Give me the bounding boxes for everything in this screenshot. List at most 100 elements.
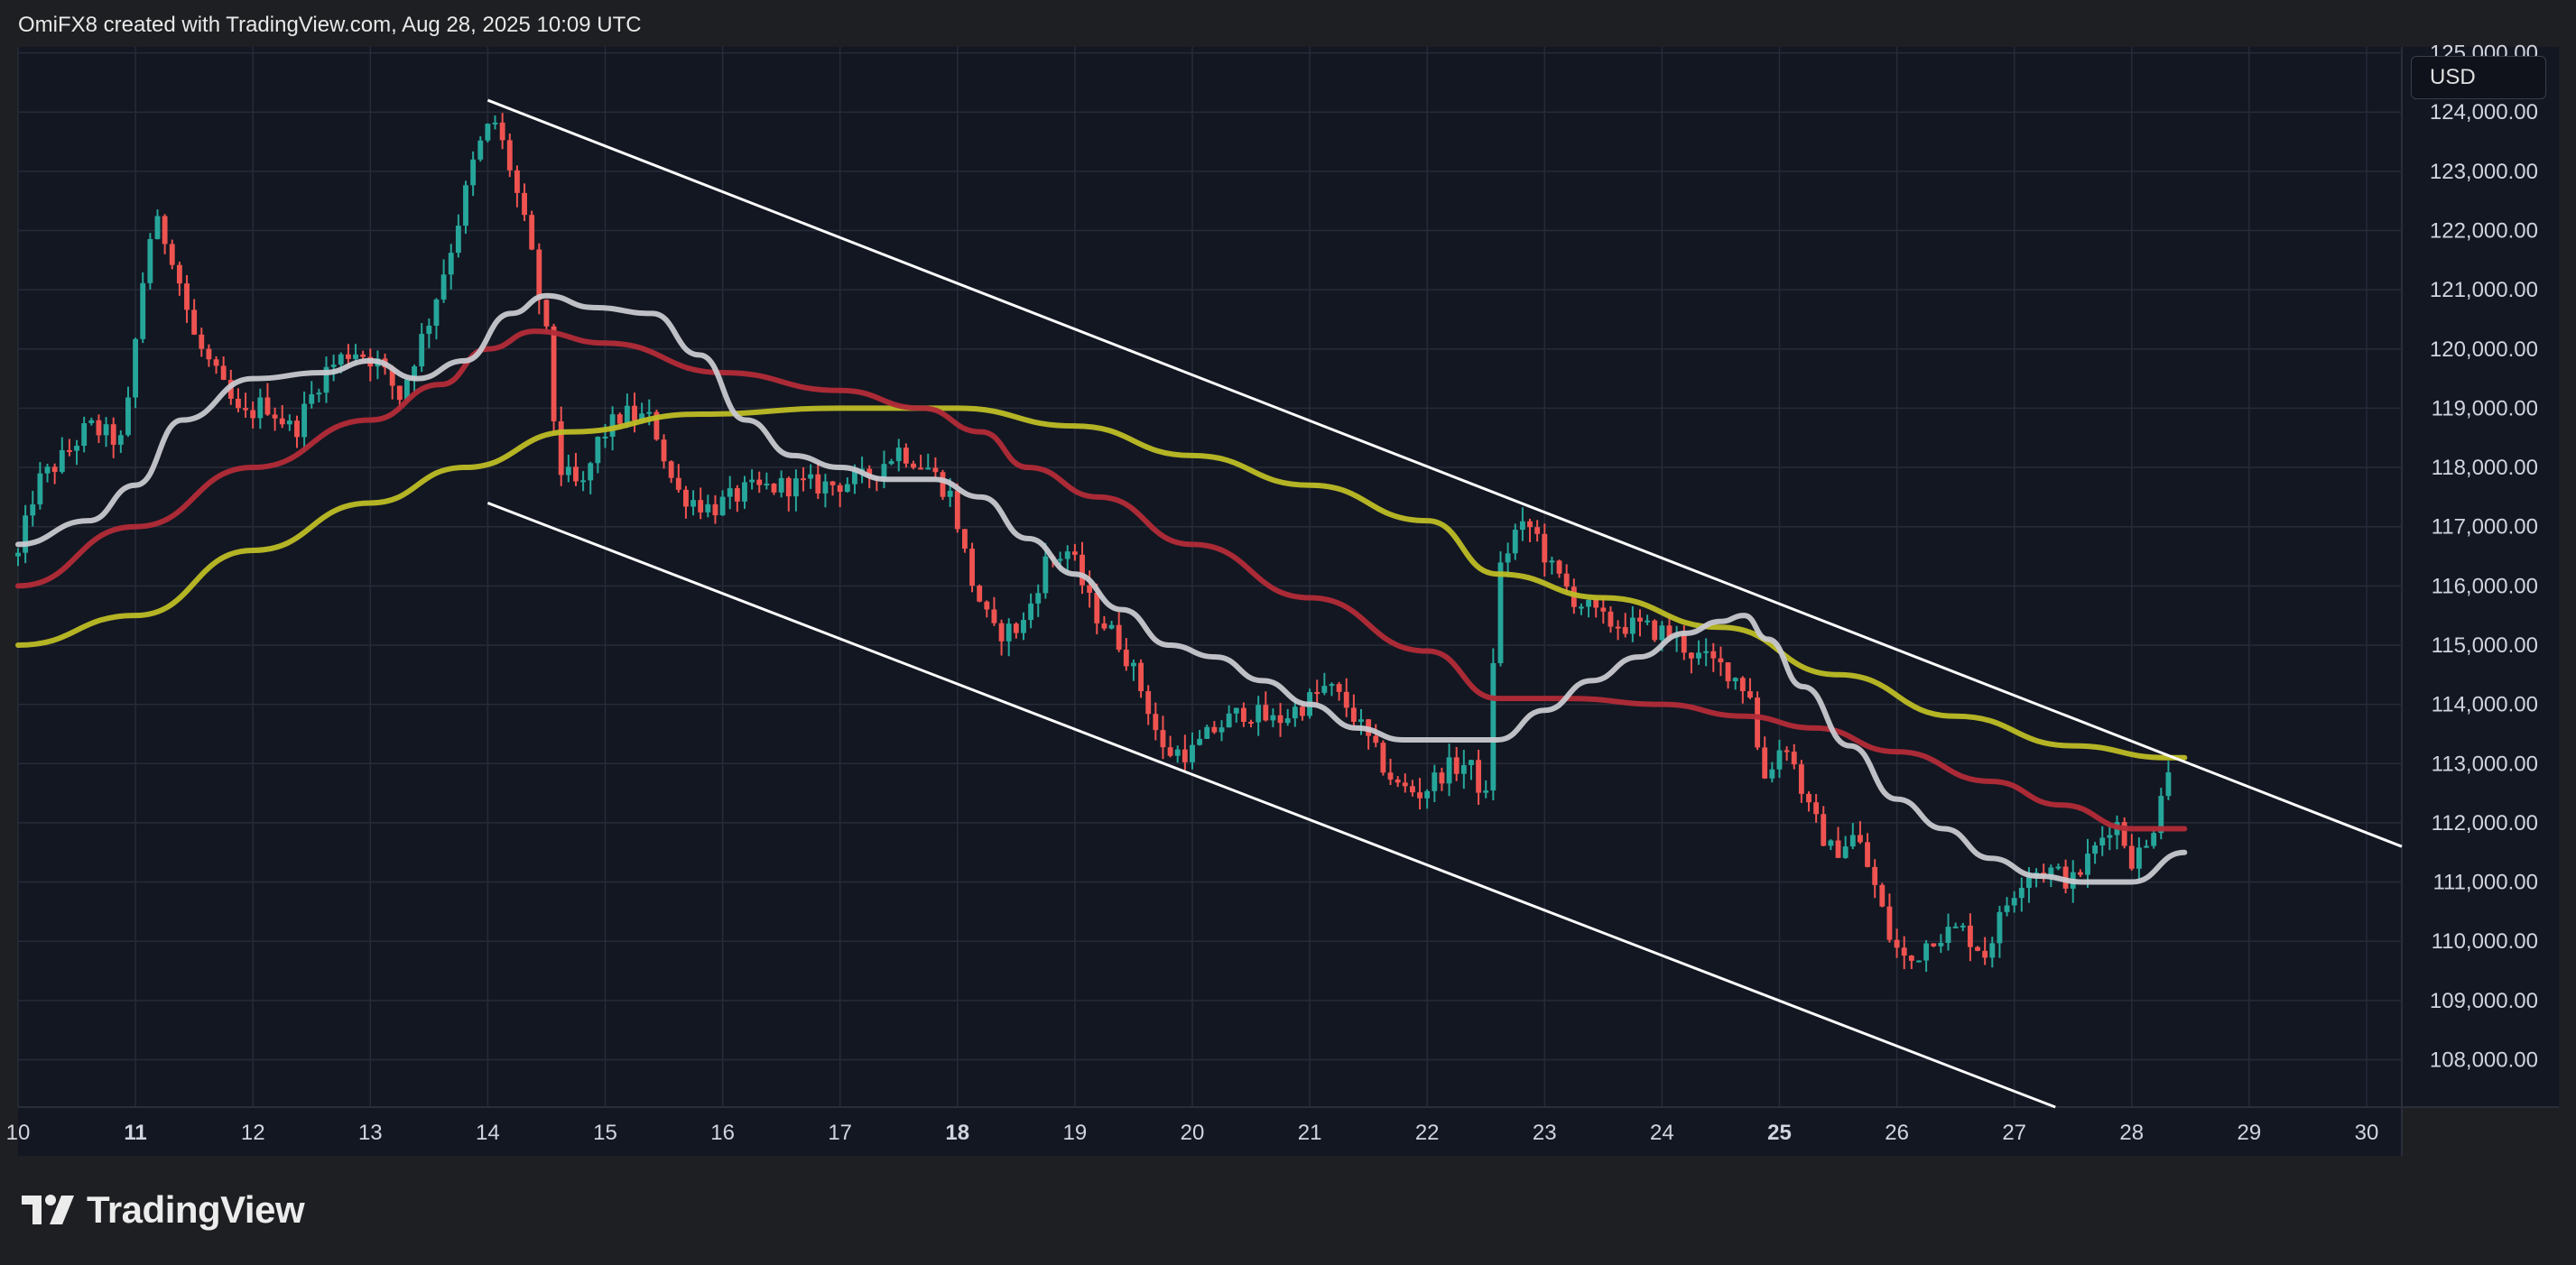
candle-body: [785, 477, 792, 497]
candle-body: [236, 398, 241, 409]
price-tick-label: 119,000.00: [2432, 396, 2538, 420]
candle-body: [565, 466, 571, 476]
candle-body: [1696, 652, 1701, 659]
candle-body: [1424, 790, 1431, 799]
candle-body: [309, 394, 315, 404]
candle-body: [37, 473, 43, 505]
candle-body: [543, 300, 550, 327]
time-tick-label: 28: [2119, 1121, 2144, 1145]
candle-body: [1637, 617, 1643, 622]
candle-body: [646, 411, 653, 414]
candle-body: [653, 411, 660, 440]
price-scale-background[interactable]: [2402, 47, 2559, 1107]
plot-background: [18, 47, 2402, 1107]
candle-body: [1042, 556, 1049, 594]
candle-body: [749, 479, 755, 483]
candle-body: [125, 397, 131, 436]
candle-body: [1005, 623, 1012, 642]
tradingview-branding[interactable]: TradingView: [20, 1187, 305, 1233]
candle-body: [2121, 822, 2127, 846]
candle-body: [705, 503, 711, 512]
candle-body: [1556, 560, 1562, 574]
price-tick-label: 108,000.00: [2430, 1048, 2538, 1072]
candle-body: [1821, 814, 1827, 846]
candle-body: [1417, 792, 1422, 799]
candle-body: [1174, 749, 1181, 756]
candle-body: [66, 449, 72, 452]
candle-body: [323, 366, 329, 393]
candle-body: [2165, 772, 2172, 797]
candle-body: [448, 253, 454, 275]
time-tick-label: 15: [593, 1121, 617, 1145]
candle-body: [1894, 939, 1900, 948]
candle-body: [30, 504, 36, 516]
candle-body: [918, 467, 924, 470]
candle-body: [1960, 925, 1966, 928]
candle-body: [522, 192, 527, 216]
price-tick-label: 122,000.00: [2430, 218, 2538, 243]
candle-body: [1505, 553, 1511, 563]
candle-body: [463, 185, 468, 226]
candle-body: [1131, 662, 1136, 667]
candle-body: [1718, 658, 1724, 663]
candle-body: [1952, 926, 1959, 928]
candle-body: [683, 489, 689, 507]
time-tick-label: 30: [2355, 1121, 2379, 1145]
candle-body: [558, 420, 564, 476]
candle-body: [1872, 866, 1878, 885]
candle-body: [1593, 600, 1599, 608]
candle-body: [1732, 678, 1738, 682]
candle-body: [771, 484, 777, 493]
candle-body: [1263, 705, 1269, 721]
price-tick-label: 124,000.00: [2430, 100, 2538, 125]
candle-body: [169, 244, 175, 265]
candle-body: [1219, 727, 1225, 733]
candle-body: [1849, 835, 1856, 847]
price-tick-label: 109,000.00: [2430, 989, 2538, 1013]
moving-average-lines: [15, 292, 2188, 885]
candle-body: [1460, 764, 1467, 774]
time-scale-background[interactable]: [18, 1107, 2402, 1156]
candle-body: [316, 392, 322, 395]
candle-body: [1755, 697, 1761, 748]
time-tick-label: 20: [1181, 1121, 1205, 1145]
candle-body: [778, 477, 784, 493]
candle-body: [991, 609, 997, 623]
price-chart[interactable]: 108,000.00 109,000.00 110,000.00 111,000.00…: [0, 0, 2576, 1164]
candle-body: [888, 461, 894, 465]
candle-body: [1908, 956, 1914, 961]
price-axis-labels: 108,000.00 109,000.00 110,000.00 111,000.00…: [2430, 42, 2538, 1073]
candle-body: [1622, 627, 1628, 634]
candle-body: [1395, 779, 1401, 783]
candle-body: [1615, 626, 1621, 629]
candle-body: [485, 124, 491, 141]
candle-body: [220, 365, 227, 380]
time-tick-label: 27: [2002, 1121, 2026, 1145]
candle-body: [1380, 743, 1386, 773]
moving-average-line: [15, 292, 2188, 885]
candle-body: [243, 408, 248, 411]
candle-body: [470, 159, 477, 186]
candle-body: [404, 379, 410, 401]
candle-body: [1579, 606, 1584, 609]
candle-body: [1071, 551, 1078, 555]
candle-body: [1314, 692, 1320, 695]
price-tick-label: 123,000.00: [2430, 160, 2538, 184]
candle-body: [1101, 623, 1107, 629]
candle-body: [1469, 760, 1474, 765]
candle-body: [1446, 757, 1452, 784]
currency-button[interactable]: USD: [2411, 56, 2546, 99]
candle-body: [81, 423, 88, 447]
candle-body: [1791, 752, 1797, 765]
candle-body: [837, 485, 843, 493]
candle-body: [213, 359, 219, 366]
candle-body: [514, 170, 520, 193]
time-tick-label: 23: [1533, 1121, 1557, 1145]
candle-body: [1586, 600, 1591, 607]
candle-body: [1688, 652, 1694, 659]
time-tick-label: 17: [828, 1121, 852, 1145]
candle-body: [103, 424, 109, 436]
candle-body: [1256, 705, 1262, 723]
candle-body: [1270, 715, 1276, 721]
candle-body: [1967, 925, 1973, 947]
